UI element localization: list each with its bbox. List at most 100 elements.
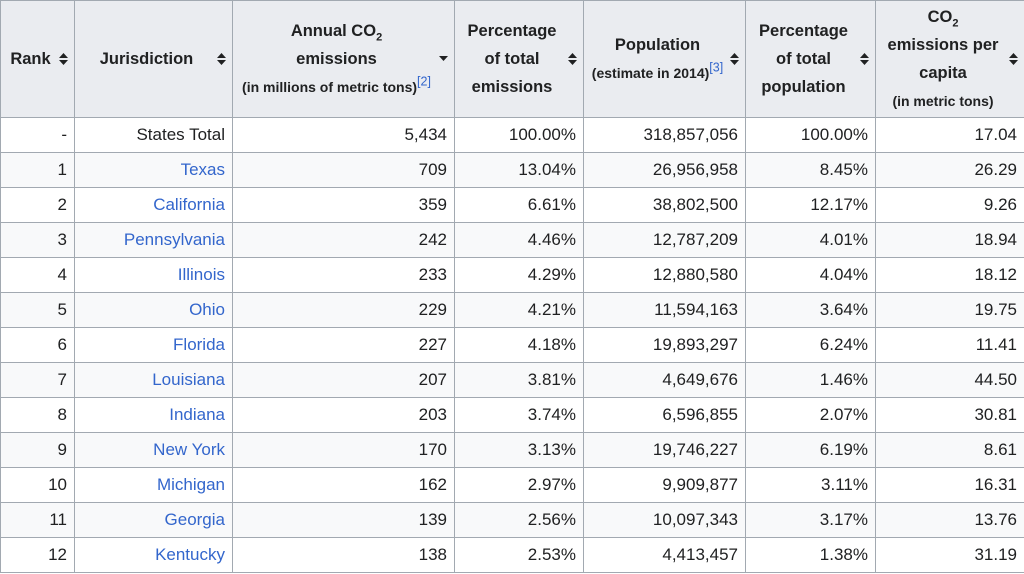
cell-per-capita: 16.31 xyxy=(875,467,1024,503)
table-row: 1 Texas 709 13.04% 26,956,958 8.45% 26.29 xyxy=(0,152,1024,188)
table-row: 2 California 359 6.61% 38,802,500 12.17% 9.26 xyxy=(0,187,1024,223)
header-emissions-subscript: 2 xyxy=(376,31,383,44)
cell-per-capita: 19.75 xyxy=(875,292,1024,328)
cell-population: 19,746,227 xyxy=(583,432,746,468)
cell-population: 19,893,297 xyxy=(583,327,746,363)
jurisdiction-link[interactable]: Pennsylvania xyxy=(123,230,225,249)
jurisdiction-link[interactable]: Indiana xyxy=(169,405,225,424)
reference-link-3[interactable]: [3] xyxy=(709,60,724,75)
cell-pct-population: 12.17% xyxy=(745,187,876,223)
cell-population: 26,956,958 xyxy=(583,152,746,188)
jurisdiction-link[interactable]: Kentucky xyxy=(155,545,225,564)
table-row: 12 Kentucky 138 2.53% 4,413,457 1.38% 31.19 xyxy=(0,537,1024,573)
table-row: 8 Indiana 203 3.74% 6,596,855 2.07% 30.81 xyxy=(0,397,1024,433)
reference-link-2[interactable]: [2] xyxy=(417,74,431,89)
jurisdiction-link[interactable]: Michigan xyxy=(156,475,225,494)
cell-population: 9,909,877 xyxy=(583,467,746,503)
header-pct-population[interactable]: Percentage of total population xyxy=(745,0,876,118)
header-population[interactable]: Population (estimate in 2014)[3] xyxy=(583,0,746,118)
header-pct-emissions-label: Percentage of total emissions xyxy=(467,22,557,96)
cell-population: 12,787,209 xyxy=(583,222,746,258)
cell-per-capita: 17.04 xyxy=(875,117,1024,153)
cell-rank: 12 xyxy=(0,537,75,573)
cell-rank: 11 xyxy=(0,502,75,538)
cell-annual-emissions: 229 xyxy=(232,292,455,328)
cell-pct-emissions: 100.00% xyxy=(454,117,584,153)
cell-population: 4,649,676 xyxy=(583,362,746,398)
jurisdiction-link[interactable]: New York xyxy=(153,440,225,459)
jurisdiction-link[interactable]: California xyxy=(153,195,225,214)
cell-annual-emissions: 5,434 xyxy=(232,117,455,153)
jurisdiction-link[interactable]: Georgia xyxy=(164,510,225,529)
cell-jurisdiction: California xyxy=(74,187,233,223)
cell-jurisdiction: Pennsylvania xyxy=(74,222,233,258)
table-row: 4 Illinois 233 4.29% 12,880,580 4.04% 18.12 xyxy=(0,257,1024,293)
header-emissions-title-2: emissions xyxy=(296,50,377,68)
cell-rank: 4 xyxy=(0,257,75,293)
cell-jurisdiction: Ohio xyxy=(74,292,233,328)
sort-descending-icon[interactable] xyxy=(436,56,450,62)
cell-pct-emissions: 4.29% xyxy=(454,257,584,293)
cell-pct-population: 8.45% xyxy=(745,152,876,188)
cell-pct-population: 6.19% xyxy=(745,432,876,468)
cell-pct-emissions: 4.18% xyxy=(454,327,584,363)
cell-per-capita: 11.41 xyxy=(875,327,1024,363)
table-row: 7 Louisiana 207 3.81% 4,649,676 1.46% 44.50 xyxy=(0,362,1024,398)
cell-pct-population: 4.04% xyxy=(745,257,876,293)
table-row: 3 Pennsylvania 242 4.46% 12,787,209 4.01% 18.9… xyxy=(0,222,1024,258)
cell-rank: 10 xyxy=(0,467,75,503)
header-emissions-title: Annual CO xyxy=(290,22,377,40)
header-annual-emissions[interactable]: Annual CO2 emissions (in millions of met… xyxy=(232,0,455,118)
table-row: 5 Ohio 229 4.21% 11,594,163 3.64% 19.75 xyxy=(0,292,1024,328)
cell-per-capita: 18.94 xyxy=(875,222,1024,258)
cell-annual-emissions: 207 xyxy=(232,362,455,398)
cell-jurisdiction: Michigan xyxy=(74,467,233,503)
jurisdiction-link[interactable]: Ohio xyxy=(189,300,225,319)
cell-jurisdiction: Indiana xyxy=(74,397,233,433)
cell-jurisdiction: Kentucky xyxy=(74,537,233,573)
header-percap-subscript: 2 xyxy=(952,17,959,30)
cell-rank: 6 xyxy=(0,327,75,363)
sort-both-icon[interactable] xyxy=(214,53,228,65)
cell-rank: 1 xyxy=(0,152,75,188)
cell-pct-emissions: 6.61% xyxy=(454,187,584,223)
cell-annual-emissions: 233 xyxy=(232,257,455,293)
cell-per-capita: 31.19 xyxy=(875,537,1024,573)
cell-pct-population: 1.46% xyxy=(745,362,876,398)
sort-both-icon[interactable] xyxy=(857,53,871,65)
cell-per-capita: 30.81 xyxy=(875,397,1024,433)
cell-population: 11,594,163 xyxy=(583,292,746,328)
cell-annual-emissions: 242 xyxy=(232,222,455,258)
jurisdiction-link[interactable]: Illinois xyxy=(177,265,225,284)
cell-pct-emissions: 13.04% xyxy=(454,152,584,188)
cell-annual-emissions: 227 xyxy=(232,327,455,363)
cell-rank: - xyxy=(0,117,75,153)
header-jurisdiction[interactable]: Jurisdiction xyxy=(74,0,233,118)
cell-annual-emissions: 138 xyxy=(232,537,455,573)
cell-rank: 8 xyxy=(0,397,75,433)
jurisdiction-link[interactable]: Florida xyxy=(173,335,225,354)
header-pct-emissions[interactable]: Percentage of total emissions xyxy=(454,0,584,118)
cell-per-capita: 9.26 xyxy=(875,187,1024,223)
cell-pct-emissions: 2.56% xyxy=(454,502,584,538)
header-per-capita[interactable]: CO2 emissions per capita (in metric tons… xyxy=(875,0,1024,118)
jurisdiction-link[interactable]: Texas xyxy=(180,160,225,179)
cell-jurisdiction: New York xyxy=(74,432,233,468)
sort-both-icon[interactable] xyxy=(727,53,741,65)
cell-annual-emissions: 139 xyxy=(232,502,455,538)
sort-both-icon[interactable] xyxy=(56,53,70,65)
cell-pct-population: 3.11% xyxy=(745,467,876,503)
sort-both-icon[interactable] xyxy=(1006,53,1020,65)
cell-pct-emissions: 3.74% xyxy=(454,397,584,433)
cell-jurisdiction: Georgia xyxy=(74,502,233,538)
header-rank[interactable]: Rank xyxy=(0,0,75,118)
cell-annual-emissions: 162 xyxy=(232,467,455,503)
table-row: 9 New York 170 3.13% 19,746,227 6.19% 8.61 xyxy=(0,432,1024,468)
cell-pct-emissions: 2.97% xyxy=(454,467,584,503)
sort-both-icon[interactable] xyxy=(565,53,579,65)
cell-pct-emissions: 4.21% xyxy=(454,292,584,328)
cell-annual-emissions: 359 xyxy=(232,187,455,223)
jurisdiction-link[interactable]: Louisiana xyxy=(152,370,225,389)
header-percap-title-2: emissions per capita xyxy=(887,36,999,82)
